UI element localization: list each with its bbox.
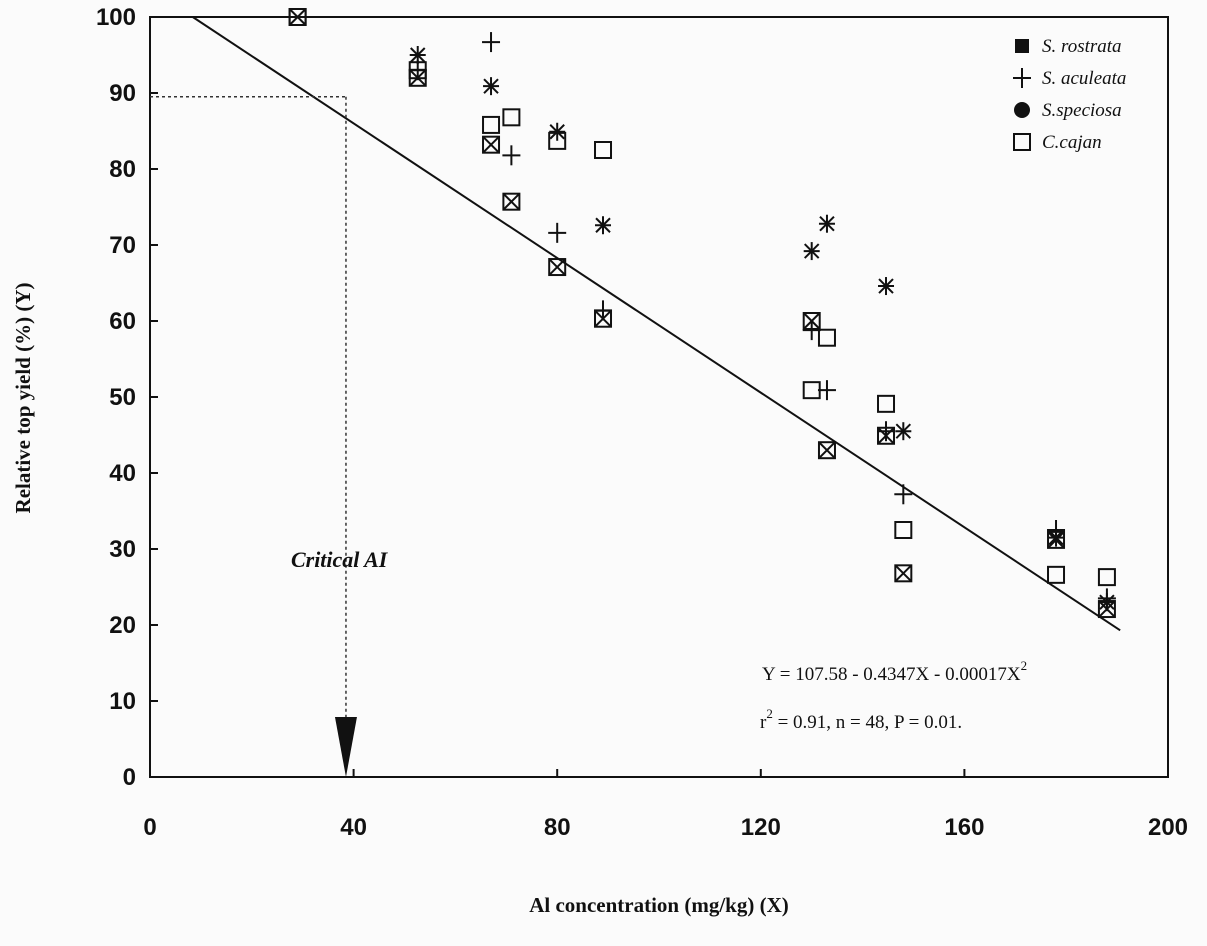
legend-label: C.cajan: [1042, 132, 1102, 153]
superscript: 2: [1021, 658, 1028, 673]
point: [1015, 39, 1029, 53]
legend-label: S.speciosa: [1042, 100, 1122, 121]
legend-label: S. rostrata: [1042, 36, 1122, 57]
point: [895, 422, 911, 440]
y-tick-label: 10: [109, 688, 136, 715]
x-tick-label: 120: [741, 814, 781, 841]
y-tick-label: 100: [96, 4, 136, 31]
y-tick-label: 70: [109, 232, 136, 259]
point: [819, 215, 835, 233]
x-tick-label: 160: [944, 814, 984, 841]
point: [549, 123, 565, 141]
x-tick-label: 40: [340, 814, 367, 841]
point: [1014, 102, 1030, 118]
y-axis-title: Relative top yield (%) (Y): [11, 283, 35, 514]
x-tick-label: 80: [544, 814, 571, 841]
y-tick-label: 80: [109, 156, 136, 183]
annotation-part: = 0.91, n = 48, P = 0.01.: [773, 712, 962, 733]
y-tick-label: 30: [109, 536, 136, 563]
y-tick-label: 50: [109, 384, 136, 411]
annotation-part: Y = 107.58 - 0.4347X - 0.00017X: [762, 664, 1021, 685]
critical-label: Critical AI: [291, 547, 389, 572]
x-tick-label: 0: [143, 814, 156, 841]
point: [483, 77, 499, 95]
y-tick-label: 40: [109, 460, 136, 487]
legend-label: S. aculeata: [1042, 68, 1126, 89]
chart: Al concentration (mg/kg) (X) Relative to…: [0, 0, 1207, 946]
point: [1099, 593, 1115, 611]
y-tick-label: 0: [123, 764, 136, 791]
x-tick-label: 200: [1148, 814, 1188, 841]
point: [878, 277, 894, 295]
marker-dot: [1014, 102, 1030, 118]
y-tick-label: 20: [109, 612, 136, 639]
point: [804, 242, 820, 260]
y-tick-label: 90: [109, 80, 136, 107]
point: [1048, 529, 1064, 547]
point: [595, 216, 611, 234]
marker-box: [1015, 39, 1029, 53]
x-axis-title: Al concentration (mg/kg) (X): [529, 893, 789, 917]
y-tick-label: 60: [109, 308, 136, 335]
